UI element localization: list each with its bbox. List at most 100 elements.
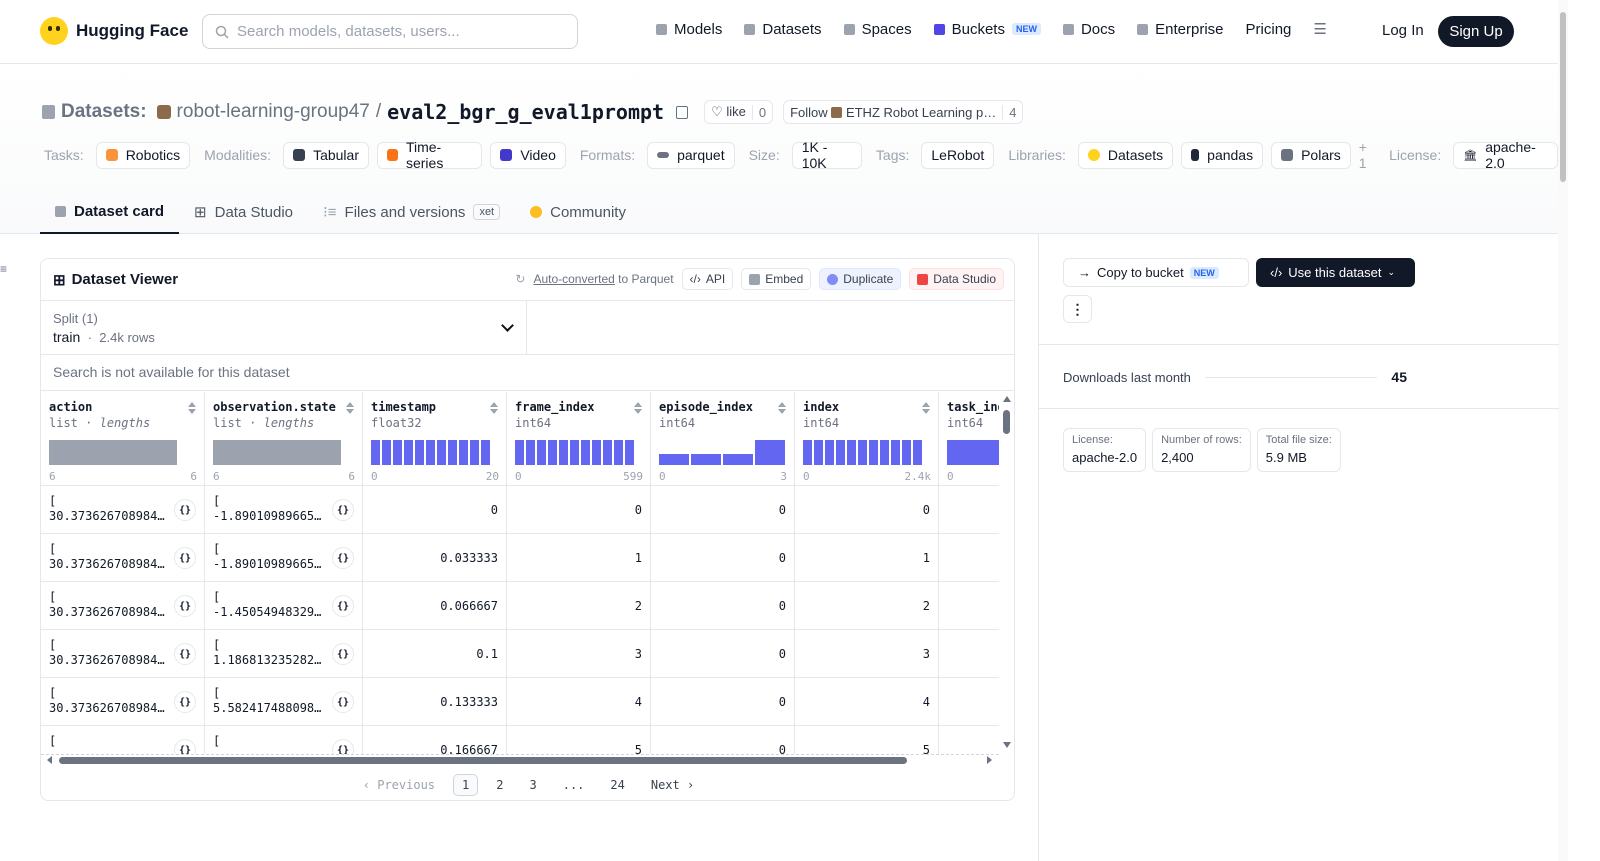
page-scrollbar[interactable] [1558, 0, 1568, 861]
expand-json-icon[interactable]: {} [174, 739, 196, 754]
table-cell[interactable]: 4 [795, 678, 938, 726]
table-cell[interactable]: 0 [363, 486, 506, 534]
column-header[interactable]: task_index int64 0 [939, 392, 999, 486]
table-cell[interactable] [939, 582, 999, 630]
table-cell[interactable]: 0 [651, 726, 794, 754]
tag-datasets-lib[interactable]: Datasets [1077, 141, 1174, 169]
histogram-bar[interactable] [415, 440, 424, 465]
scroll-down-icon[interactable] [1003, 742, 1011, 748]
histogram-bar[interactable] [459, 440, 468, 465]
embed-button[interactable]: Embed [741, 268, 812, 290]
use-dataset-button[interactable]: ‹/› Use this dataset ⌄ [1256, 258, 1415, 287]
histogram-bar[interactable] [880, 440, 889, 465]
table-cell[interactable]: 0 [507, 486, 650, 534]
histogram-bar[interactable] [947, 440, 999, 465]
table-cell-list[interactable]: [30.373626708984… {} [41, 630, 204, 678]
column-header[interactable]: timestamp float32 0 20 [363, 392, 506, 486]
table-cell[interactable]: 2 [795, 582, 938, 630]
nav-spaces[interactable]: Spaces [843, 21, 912, 38]
histogram-bar[interactable] [49, 440, 177, 465]
prev-page-button[interactable]: ‹ Previous [362, 778, 436, 792]
histogram-bar[interactable] [481, 440, 490, 465]
follow-button[interactable]: Follow ETHZ Robot Learning p… 4 [783, 100, 1024, 124]
histogram-bar[interactable] [371, 440, 380, 465]
column-histogram[interactable] [213, 440, 341, 465]
tag-parquet[interactable]: parquet [647, 141, 735, 169]
sort-icon[interactable] [346, 402, 354, 414]
tag-license[interactable]: 🏛 apache-2.0 [1453, 139, 1559, 171]
page-1[interactable]: 1 [453, 774, 479, 796]
scroll-left-icon[interactable] [47, 756, 52, 764]
table-cell[interactable]: 0 [651, 678, 794, 726]
api-button[interactable]: ‹/› API [681, 268, 734, 290]
tag-lerobot[interactable]: LeRobot [921, 141, 995, 169]
expand-json-icon[interactable]: {} [332, 739, 354, 754]
expand-json-icon[interactable]: {} [174, 499, 196, 521]
hf-logo-link[interactable]: Hugging Face [40, 17, 188, 45]
table-cell-list[interactable]: [30.373626708984… {} [41, 486, 204, 534]
histogram-bar[interactable] [803, 440, 812, 465]
column-histogram[interactable] [371, 440, 490, 465]
tab-dataset-card[interactable]: Dataset card [40, 190, 180, 234]
vscroll-thumb[interactable] [1003, 410, 1010, 434]
table-cell[interactable]: 0 [795, 486, 938, 534]
histogram-bar[interactable] [382, 440, 391, 465]
histogram-bar[interactable] [836, 440, 845, 465]
column-histogram[interactable] [515, 440, 634, 465]
histogram-bar[interactable] [581, 440, 590, 465]
table-cell[interactable]: 0.133333 [363, 678, 506, 726]
table-vertical-scrollbar[interactable] [1001, 392, 1013, 754]
sort-icon[interactable] [778, 402, 786, 414]
table-cell-list[interactable]: [5.582417488098… {} [205, 678, 362, 726]
table-cell[interactable]: 3 [507, 630, 650, 678]
tag-pandas[interactable]: pandas [1181, 141, 1264, 169]
tab-community[interactable]: Community [515, 190, 641, 234]
histogram-bar[interactable] [858, 440, 867, 465]
column-histogram[interactable] [803, 440, 922, 465]
column-histogram[interactable] [49, 440, 177, 465]
histogram-bar[interactable] [448, 440, 457, 465]
histogram-bar[interactable] [437, 440, 446, 465]
table-cell[interactable] [939, 678, 999, 726]
table-cell-list[interactable]: [30.373626708984… {} [41, 678, 204, 726]
histogram-bar[interactable] [869, 440, 878, 465]
table-cell-list[interactable]: [30.373626708984… {} [41, 534, 204, 582]
table-cell-list[interactable]: [-1.89010989665… {} [205, 486, 362, 534]
histogram-bar[interactable] [537, 440, 546, 465]
histogram-bar[interactable] [603, 440, 612, 465]
table-cell[interactable] [939, 486, 999, 534]
table-cell-list[interactable]: [30.373626708984… {} [41, 582, 204, 630]
nav-pricing[interactable]: Pricing [1246, 21, 1292, 38]
table-cell[interactable]: 0.066667 [363, 582, 506, 630]
table-cell-list[interactable]: [1.186813235282… {} [205, 630, 362, 678]
histogram-bar[interactable] [625, 440, 634, 465]
column-header[interactable]: index int64 0 2.4k [795, 392, 938, 486]
histogram-bar[interactable] [847, 440, 856, 465]
expand-json-icon[interactable]: {} [332, 595, 354, 617]
histogram-bar[interactable] [723, 454, 753, 465]
histogram-bar[interactable] [891, 440, 900, 465]
auto-converted[interactable]: Auto-converted to Parquet [533, 272, 673, 286]
tag-robotics[interactable]: Robotics [95, 141, 191, 169]
table-cell[interactable]: 0 [651, 582, 794, 630]
histogram-bar[interactable] [515, 440, 524, 465]
login-link[interactable]: Log In [1382, 22, 1424, 39]
tag-time-series[interactable]: Time-series [377, 139, 483, 171]
tab-files[interactable]: ⁝≡ Files and versions xet [308, 190, 515, 234]
table-cell[interactable] [939, 726, 999, 754]
libraries-more[interactable]: + 1 [1358, 139, 1367, 171]
more-menu-icon[interactable]: ☰ [1313, 21, 1327, 38]
table-cell[interactable]: 0 [651, 630, 794, 678]
expand-json-icon[interactable]: {} [174, 643, 196, 665]
sort-icon[interactable] [490, 402, 498, 414]
sidebar-toggle-icon[interactable]: ≡ [0, 262, 8, 276]
table-cell[interactable]: 0.033333 [363, 534, 506, 582]
table-cell[interactable]: 1 [507, 534, 650, 582]
nav-models[interactable]: Models [656, 21, 722, 38]
hscroll-thumb[interactable] [59, 757, 907, 764]
nav-datasets[interactable]: Datasets [744, 21, 822, 38]
tag-size[interactable]: 1K - 10K [791, 139, 862, 171]
split-select[interactable]: Split (1) train · 2.4k rows [41, 301, 527, 355]
